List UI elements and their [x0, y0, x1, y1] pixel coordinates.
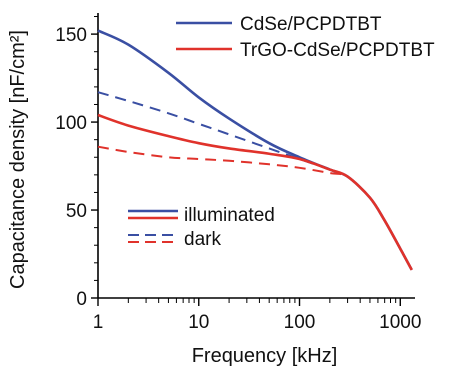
series-line-illuminated-0	[97, 29, 413, 271]
y-tick-label: 0	[76, 289, 87, 310]
series-line-dark-1	[97, 91, 413, 271]
legend-style-label: illuminated	[184, 205, 275, 226]
legend: CdSe/PCPDTBT TrGO-CdSe/PCPDTBT illuminated…	[128, 14, 435, 250]
legend-label: CdSe/PCPDTBT	[240, 14, 382, 35]
axes	[97, 13, 415, 299]
ticks: 0 50 100 150 1 10 100 1000	[55, 16, 421, 333]
x-tick-label: 1000	[379, 312, 421, 333]
x-tick-label: 100	[284, 312, 316, 333]
y-axis-title: Capacitance density [nF/cm²]	[7, 30, 29, 289]
y-tick-label: 50	[66, 201, 87, 222]
series-group	[97, 29, 413, 271]
y-tick-label: 150	[55, 25, 87, 46]
legend-style-label: dark	[184, 229, 221, 250]
x-tick-label: 1	[93, 312, 104, 333]
x-tick-label: 10	[188, 312, 209, 333]
legend-label: TrGO-CdSe/PCPDTBT	[240, 40, 435, 61]
x-axis-title: Frequency [kHz]	[192, 345, 338, 367]
y-tick-label: 100	[55, 113, 87, 134]
series-line-dark-3	[97, 145, 413, 271]
